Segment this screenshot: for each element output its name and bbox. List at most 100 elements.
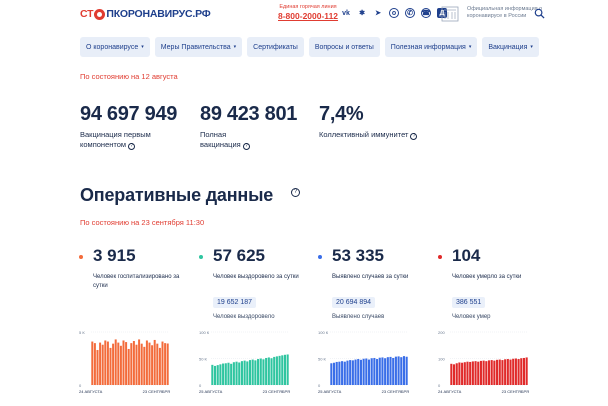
bar: [145, 340, 148, 385]
bar: [522, 357, 526, 385]
vaccination-first-component: 94 697 949 Вакцинация первым компонентом?: [80, 103, 177, 150]
bar: [238, 362, 241, 385]
chevron-down-icon: ▾: [530, 44, 533, 50]
nav-item-certificates[interactable]: Сертификаты: [247, 37, 304, 57]
nav-label: Вакцинация: [488, 43, 528, 51]
bar: [130, 343, 133, 385]
bar: [341, 361, 344, 385]
bar: [213, 365, 217, 385]
bar: [283, 354, 287, 385]
viber-icon[interactable]: ✆: [405, 8, 415, 18]
bar: [458, 362, 461, 385]
help-icon[interactable]: ?: [291, 188, 300, 197]
bar: [216, 365, 219, 385]
x-tick-label: 23 СЕНТЯБРЯ: [263, 389, 290, 394]
chart-cases: 100 К 50 К 0 25 АВГУСТА 23 СЕНТЯБРЯ: [318, 329, 410, 406]
odnoklassniki-icon[interactable]: о: [389, 8, 399, 18]
bar: [281, 355, 284, 385]
bar: [235, 361, 238, 385]
bar: [257, 359, 260, 385]
vk-icon[interactable]: vk: [342, 9, 350, 17]
bar: [394, 356, 397, 385]
chevron-down-icon: ▾: [141, 44, 144, 50]
y-tick-label: 50 К: [199, 357, 208, 362]
help-icon[interactable]: ?: [410, 133, 418, 140]
bar: [400, 357, 403, 385]
bar: [262, 359, 265, 385]
bar: [125, 342, 128, 385]
stat-label: Полная вакцинация?: [200, 130, 297, 150]
bar: [232, 362, 235, 385]
bar: [153, 339, 156, 385]
card-total-label: Выявлено случаев: [332, 314, 385, 320]
card-value: 104: [452, 246, 481, 265]
bar: [376, 359, 379, 385]
gov-emblem-icon[interactable]: [440, 4, 460, 24]
search-icon[interactable]: [534, 8, 545, 19]
bar: [114, 339, 117, 385]
card-label: Человек умерло за сутки: [452, 274, 522, 280]
virus-icon: [94, 8, 106, 20]
chevron-down-icon: ▾: [233, 44, 237, 50]
vaccination-herd-immunity: 7,4% Коллективный иммунитет?: [319, 103, 418, 140]
nav-item-faq[interactable]: Вопросы и ответы: [308, 37, 380, 57]
bar: [164, 343, 167, 385]
bar: [359, 359, 362, 385]
bar: [254, 360, 257, 385]
bar: [452, 364, 456, 385]
bar: [370, 358, 373, 385]
nav-item-government-measures[interactable]: Меры Правительства ▾: [154, 37, 243, 57]
bar: [485, 361, 488, 385]
hotline-phone-link[interactable]: 8-800-2000-112: [278, 11, 339, 21]
bar: [99, 342, 102, 385]
bar: [384, 358, 387, 385]
nav-label: Сертификаты: [253, 43, 298, 51]
bar: [512, 358, 515, 385]
nav-item-vaccination[interactable]: Вакцинация ▾: [482, 37, 539, 57]
bar: [504, 359, 507, 385]
ok-icon[interactable]: ✱: [359, 10, 365, 17]
bar: [365, 358, 368, 385]
bar: [466, 361, 469, 385]
telegram-icon[interactable]: ➤: [375, 10, 381, 17]
bar: [474, 361, 477, 385]
bar: [498, 359, 501, 385]
bar: [501, 360, 504, 385]
bar: [240, 361, 243, 385]
logo-text-part1: СТ: [80, 8, 94, 20]
card-total: 386 551: [452, 297, 486, 308]
site-header: СТ ПКОРОНАВИРУС.РФ Единая горячая линия …: [0, 0, 608, 30]
bar: [493, 360, 496, 385]
bar: [248, 360, 252, 385]
x-tick-label: 23 СЕНТЯБРЯ: [143, 389, 170, 394]
site-logo[interactable]: СТ ПКОРОНАВИРУС.РФ: [80, 7, 211, 21]
bar: [346, 360, 349, 385]
gov-info-text[interactable]: Официальная информация о коронавирусе в …: [467, 6, 543, 19]
y-tick-label: 5 К: [79, 330, 85, 335]
vaccination-full: 89 423 801 Полная вакцинация?: [200, 103, 297, 150]
stat-label-line: Вакцинация первым: [80, 130, 151, 139]
y-tick-label: 0: [318, 383, 321, 388]
bar: [405, 356, 408, 385]
help-icon[interactable]: ?: [242, 143, 250, 150]
bar: [330, 363, 333, 385]
hotline: Единая горячая линия 8-800-2000-112: [278, 4, 338, 21]
y-tick-label: 100 К: [318, 330, 329, 335]
bar: [386, 357, 389, 385]
nav-item-useful-info[interactable]: Полезная информация ▾: [384, 37, 478, 57]
bar: [381, 357, 384, 385]
nav-item-about[interactable]: О коронавирусе ▾: [80, 37, 150, 57]
card-label: Человек госпитализировано за сутки: [93, 274, 180, 289]
card-total-label: Человек умер: [452, 314, 491, 320]
stat-label-line: Полная: [200, 130, 227, 139]
bar: [477, 361, 480, 385]
main-nav: О коронавирусе ▾ Меры Правительства ▾ Серт…: [80, 37, 539, 57]
nav-label: О коронавирусе: [86, 43, 139, 51]
x-tick-label: 24 АВГУСТА: [438, 389, 462, 394]
bar: [335, 361, 338, 385]
phone-icon[interactable]: ☎: [421, 8, 431, 18]
bar: [506, 359, 509, 385]
help-icon[interactable]: ?: [128, 143, 136, 150]
bar: [222, 363, 225, 385]
y-tick-label: 100: [438, 357, 445, 362]
